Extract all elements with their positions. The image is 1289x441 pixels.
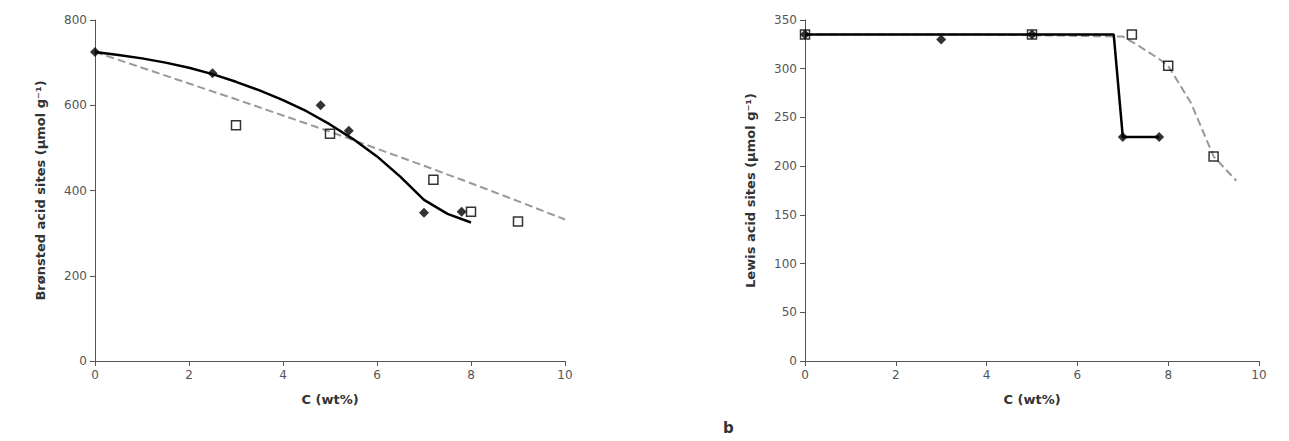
svg-text:250: 250 [774,110,797,124]
svg-text:200: 200 [774,159,797,173]
svg-text:b: b [723,419,734,437]
svg-text:50: 50 [782,305,797,319]
svg-text:6: 6 [1074,368,1082,382]
svg-text:350: 350 [774,13,797,27]
svg-text:C (wt%): C (wt%) [1003,392,1060,407]
svg-text:8: 8 [1164,368,1172,382]
svg-text:0: 0 [801,368,809,382]
svg-text:800: 800 [64,13,87,27]
svg-text:2: 2 [185,368,193,382]
svg-text:10: 10 [1251,368,1266,382]
svg-text:300: 300 [774,62,797,76]
svg-text:400: 400 [64,184,87,198]
svg-text:8: 8 [467,368,475,382]
svg-text:C (wt%): C (wt%) [301,392,358,407]
svg-text:0: 0 [79,354,87,368]
svg-text:10: 10 [557,368,572,382]
svg-text:600: 600 [64,98,87,112]
svg-text:Lewis acid sites (µmol g⁻¹): Lewis acid sites (µmol g⁻¹) [743,93,758,288]
svg-text:4: 4 [983,368,991,382]
svg-text:4: 4 [279,368,287,382]
svg-text:2: 2 [892,368,900,382]
svg-text:0: 0 [91,368,99,382]
svg-text:0: 0 [789,354,797,368]
svg-text:200: 200 [64,269,87,283]
svg-text:100: 100 [774,257,797,271]
svg-text:Brønsted acid sites (µmol g⁻¹): Brønsted acid sites (µmol g⁻¹) [33,80,48,300]
svg-text:150: 150 [774,208,797,222]
svg-text:6: 6 [373,368,381,382]
